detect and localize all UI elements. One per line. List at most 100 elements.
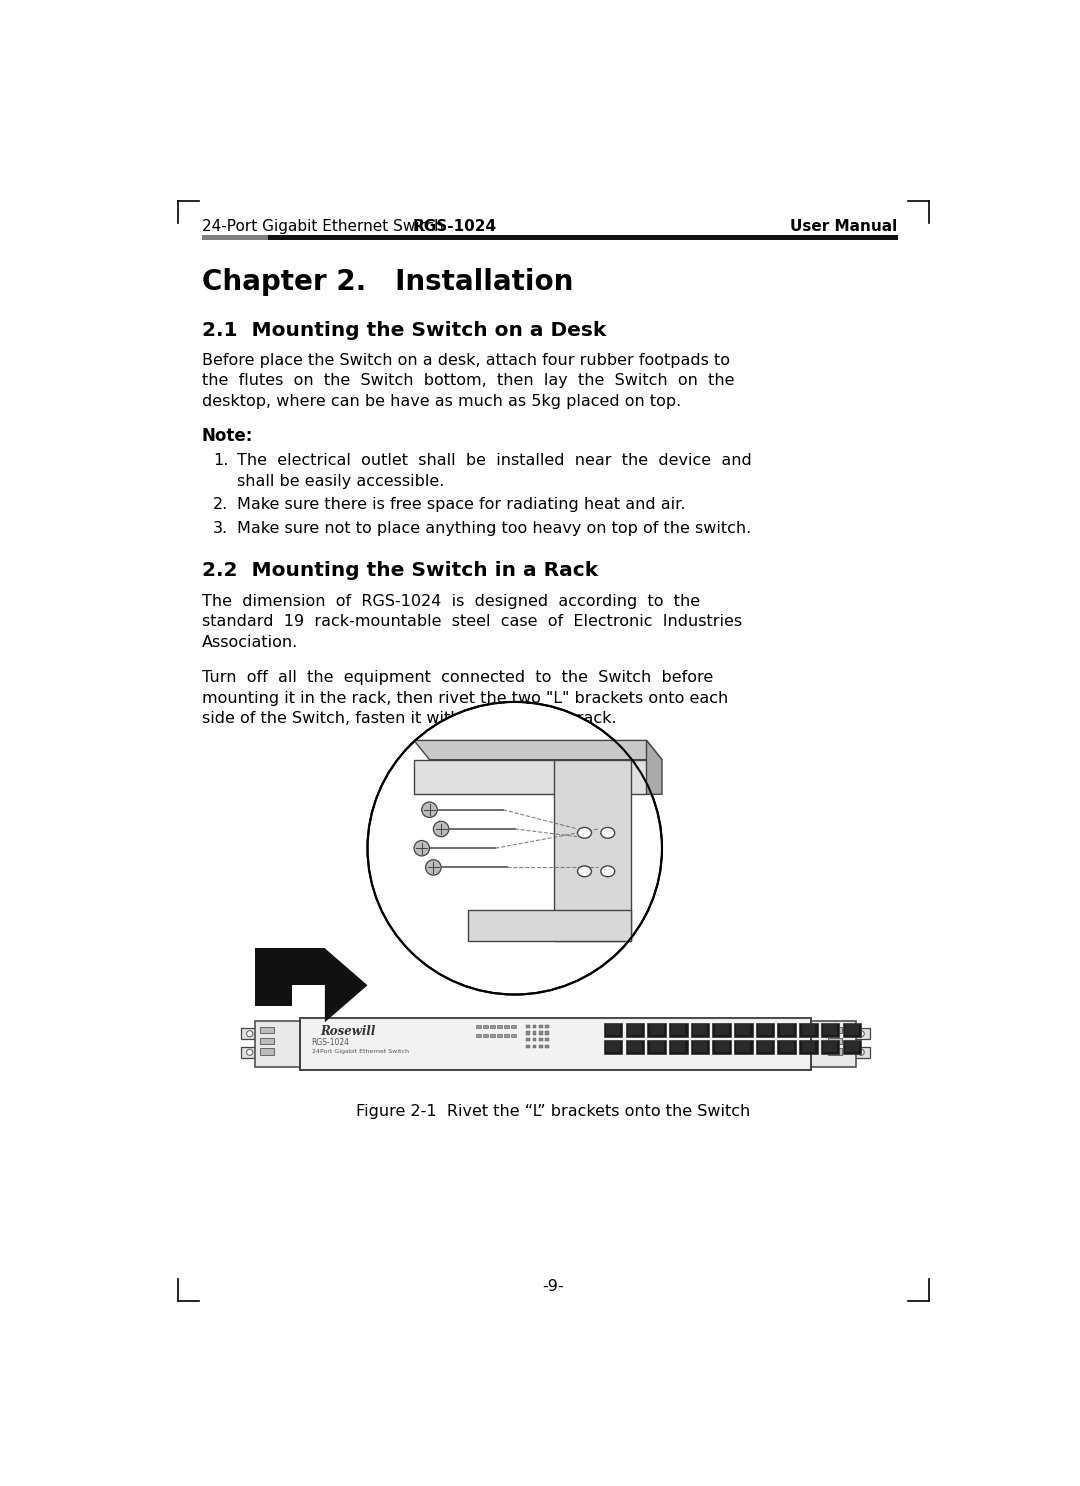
Bar (255, 1021, 303, 1067)
Bar (758, 1040, 772, 1052)
Ellipse shape (600, 866, 615, 877)
Bar (545, 1024, 549, 1028)
Bar (625, 1040, 644, 1054)
Bar (606, 1040, 620, 1052)
Text: The  electrical  outlet  shall  be  installed  near  the  device  and: The electrical outlet shall be installed… (238, 453, 752, 468)
Text: 24-Port Gigabit Ethernet Switch: 24-Port Gigabit Ethernet Switch (202, 218, 448, 233)
Polygon shape (325, 948, 367, 1022)
Text: 3.: 3. (213, 522, 228, 536)
Text: 2.2  Mounting the Switch in a Rack: 2.2 Mounting the Switch in a Rack (202, 560, 597, 580)
Polygon shape (469, 909, 631, 941)
Bar (758, 1024, 772, 1034)
Polygon shape (554, 759, 631, 941)
Text: Chapter 2.   Installation: Chapter 2. Installation (202, 267, 573, 296)
Text: shall be easily accessible.: shall be easily accessible. (238, 474, 445, 489)
Text: Make sure there is free space for radiating heat and air.: Make sure there is free space for radiat… (238, 498, 686, 513)
Ellipse shape (367, 701, 662, 994)
Bar (799, 1040, 818, 1054)
Bar (823, 1024, 837, 1034)
Bar (604, 1022, 622, 1037)
Bar (255, 948, 293, 1006)
Bar (526, 1045, 530, 1049)
Bar (606, 1024, 620, 1034)
Bar (268, 235, 897, 239)
Text: Figure 2-1  Rivet the “L” brackets onto the Switch: Figure 2-1 Rivet the “L” brackets onto t… (356, 1104, 751, 1119)
Circle shape (859, 1031, 864, 1037)
Text: 24Port Gigabit Ethernet Switch: 24Port Gigabit Ethernet Switch (312, 1049, 408, 1054)
Bar (490, 1034, 495, 1037)
Bar (672, 1040, 685, 1052)
Bar (852, 1028, 869, 1039)
Bar (780, 1040, 794, 1052)
Bar (693, 1024, 707, 1034)
Bar (808, 1021, 855, 1067)
Bar (756, 1022, 774, 1037)
Bar (828, 1037, 841, 1043)
Bar (539, 1039, 542, 1042)
Bar (545, 1031, 549, 1034)
Bar (647, 1040, 666, 1054)
Bar (504, 1024, 509, 1028)
Bar (526, 1031, 530, 1034)
Bar (202, 235, 268, 239)
Polygon shape (414, 759, 647, 795)
Bar (300, 1018, 811, 1070)
Ellipse shape (600, 828, 615, 838)
Circle shape (414, 841, 430, 856)
Bar (693, 1040, 707, 1052)
Bar (842, 1022, 861, 1037)
Bar (539, 1024, 542, 1028)
Bar (476, 1034, 481, 1037)
Bar (526, 1039, 530, 1042)
Text: the  flutes  on  the  Switch  bottom,  then  lay  the  Switch  on  the: the flutes on the Switch bottom, then la… (202, 373, 734, 388)
Text: standard  19  rack-mountable  steel  case  of  Electronic  Industries: standard 19 rack-mountable steel case of… (202, 614, 742, 630)
Bar (737, 1040, 751, 1052)
Bar (715, 1024, 729, 1034)
Polygon shape (414, 740, 662, 759)
Bar (260, 1037, 273, 1043)
Bar (483, 1034, 488, 1037)
Bar (532, 1039, 537, 1042)
Circle shape (426, 860, 441, 875)
Bar (526, 1024, 530, 1028)
Text: side of the Switch, fasten it with screws in the rack.: side of the Switch, fasten it with screw… (202, 712, 617, 727)
Bar (799, 1022, 818, 1037)
Bar (669, 1022, 688, 1037)
Bar (539, 1045, 542, 1049)
Text: User Manual: User Manual (791, 218, 897, 233)
Bar (497, 1034, 501, 1037)
Bar (532, 1024, 537, 1028)
Bar (845, 1040, 859, 1052)
Bar (649, 1040, 663, 1052)
Text: Association.: Association. (202, 635, 298, 651)
Bar (845, 1024, 859, 1034)
Bar (569, 767, 623, 789)
Bar (490, 1024, 495, 1028)
Ellipse shape (578, 866, 592, 877)
Text: Before place the Switch on a desk, attach four rubber footpads to: Before place the Switch on a desk, attac… (202, 352, 730, 367)
Text: The  dimension  of  RGS-1024  is  designed  according  to  the: The dimension of RGS-1024 is designed ac… (202, 594, 700, 609)
Bar (801, 1040, 815, 1052)
Bar (511, 1024, 515, 1028)
Bar (778, 1022, 796, 1037)
Circle shape (246, 1031, 253, 1037)
Text: 2.: 2. (213, 498, 229, 513)
Polygon shape (647, 740, 662, 795)
Bar (483, 1024, 488, 1028)
Circle shape (859, 1049, 864, 1055)
Bar (649, 1024, 663, 1034)
Text: -9-: -9- (542, 1279, 565, 1294)
Bar (713, 1040, 731, 1054)
Bar (241, 1028, 258, 1039)
Bar (828, 1027, 841, 1033)
Bar (497, 1024, 501, 1028)
Bar (715, 1040, 729, 1052)
Bar (604, 1040, 622, 1054)
Bar (801, 1024, 815, 1034)
Bar (756, 1040, 774, 1054)
Text: 1.: 1. (213, 453, 229, 468)
Text: desktop, where can be have as much as 5kg placed on top.: desktop, where can be have as much as 5k… (202, 394, 680, 409)
Bar (260, 1027, 273, 1033)
Bar (255, 948, 325, 985)
Text: RGS-1024: RGS-1024 (413, 218, 497, 233)
